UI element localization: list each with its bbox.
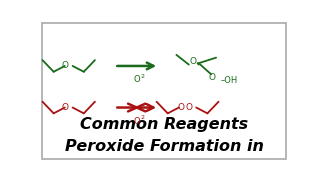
Text: Common Reagents: Common Reagents xyxy=(80,117,248,132)
Text: O: O xyxy=(178,103,185,112)
Text: O: O xyxy=(61,103,68,112)
Text: O: O xyxy=(185,103,192,112)
Text: O: O xyxy=(209,73,216,82)
Text: O: O xyxy=(133,75,140,84)
Text: 2: 2 xyxy=(141,115,145,120)
Text: –OH: –OH xyxy=(221,76,238,85)
Text: O: O xyxy=(61,61,68,70)
Text: Peroxide Formation in: Peroxide Formation in xyxy=(65,139,263,154)
Text: O: O xyxy=(189,57,196,66)
Text: 2: 2 xyxy=(141,74,145,79)
Text: O: O xyxy=(133,117,140,126)
